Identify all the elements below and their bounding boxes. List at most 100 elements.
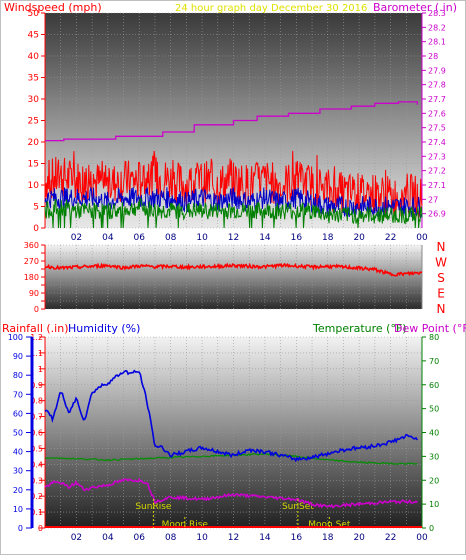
rain-y-tick-label: 1	[38, 365, 43, 374]
temp-y-tick-label: 50	[429, 405, 439, 414]
rain-y-tick-label: 1.2	[30, 333, 43, 342]
baro-y-tick-label: 28	[428, 52, 438, 61]
wind-y-tick-label: 30	[28, 95, 40, 105]
climate-x-tick-label: 16	[291, 533, 303, 543]
temp-y-tick-label: 0	[429, 524, 434, 533]
barometer-line	[45, 101, 418, 142]
rain-y-tick-label: 0.4	[30, 460, 43, 469]
wind-series-line	[44, 197, 423, 229]
wind-y-tick-label: 50	[28, 9, 40, 19]
climate-x-tick-label: 04	[102, 533, 114, 543]
humidity-y-tick-label: 10	[13, 505, 23, 514]
humidity-axis-label: Humidity (%)	[68, 322, 140, 335]
compass-letter: S	[437, 271, 445, 285]
humidity-y-tick-label: 20	[13, 486, 23, 495]
rain-y-tick-label: 0.1	[30, 508, 43, 517]
wind-y-tick-label: 0	[33, 224, 39, 234]
wind-x-tick-label: 00	[416, 233, 428, 243]
direction-line	[44, 262, 422, 277]
rainfall-axis-label: Rainfall (.in)	[2, 322, 69, 335]
wind-x-tick-label: 20	[353, 233, 365, 243]
climate-x-tick-label: 20	[353, 533, 365, 543]
rain-y-tick-label: 0.7	[30, 413, 43, 422]
wind-x-tick-label: 04	[102, 233, 114, 243]
wind-axes: 0 5 10 15 20 25 30 35 40 45 50 02 04 06 08 10 12 14 16 18 20…	[28, 9, 446, 243]
wind-x-tick-label: 10	[196, 233, 208, 243]
dir-y-tick-label: 360	[24, 241, 39, 250]
humidity-line	[44, 369, 418, 463]
climate-series	[44, 369, 422, 528]
rain-y-tick-label: 1.1	[30, 349, 43, 358]
dewpoint-line	[44, 477, 418, 509]
rain-y-tick-label: 0.2	[30, 492, 43, 501]
humidity-y-tick-label: 50	[13, 429, 23, 438]
chart-title: 24 hour graph day December 30 2016	[175, 3, 367, 14]
direction-plot-area	[45, 245, 422, 309]
climate-x-tick-label: 14	[259, 533, 271, 543]
wind-y-tick-label: 25	[28, 117, 39, 127]
temp-y-tick-label: 80	[429, 333, 439, 342]
direction-series	[44, 262, 422, 277]
barometer-axis-label: Barometer (.in)	[373, 1, 457, 14]
dir-y-tick-label: 180	[24, 273, 39, 282]
wind-y-tick-label: 5	[33, 203, 39, 213]
humidity-y-tick-label: 90	[13, 352, 23, 361]
humidity-y-tick-label: 70	[13, 390, 23, 399]
climate-x-tick-label: 08	[165, 533, 177, 543]
wind-x-tick-label: 02	[71, 233, 82, 243]
humidity-y-tick-label: 80	[13, 371, 23, 380]
wind-y-tick-label: 15	[28, 160, 39, 170]
baro-y-tick-label: 27.7	[428, 95, 446, 104]
dir-y-tick-label: 90	[29, 289, 39, 298]
rain-y-tick-label: 0.6	[30, 429, 43, 438]
temp-y-tick-label: 70	[429, 357, 439, 366]
baro-y-tick-label: 27.2	[428, 167, 446, 176]
humidity-y-tick-label: 100	[8, 333, 23, 342]
humidity-y-tick-label: 30	[13, 467, 23, 476]
baro-y-tick-label: 26.9	[428, 210, 446, 219]
wind-x-tick-label: 06	[134, 233, 146, 243]
climate-x-tick-label: 00	[416, 533, 428, 543]
compass-letter: W	[435, 256, 447, 270]
wind-x-tick-label: 22	[385, 233, 396, 243]
baro-y-tick-label: 27.6	[428, 109, 446, 118]
wind-x-tick-label: 14	[259, 233, 271, 243]
climate-x-tick-label: 22	[385, 533, 396, 543]
humidity-y-tick-label: 60	[13, 409, 23, 418]
baro-y-tick-label: 27.4	[428, 138, 446, 147]
compass-letter: N	[437, 240, 446, 254]
baro-y-tick-label: 28.1	[428, 38, 446, 47]
baro-y-tick-label: 28.3	[428, 9, 446, 18]
climate-x-tick-label: 02	[71, 533, 82, 543]
baro-y-tick-label: 27.1	[428, 181, 446, 190]
wind-x-tick-label: 18	[322, 233, 334, 243]
baro-y-tick-label: 27.9	[428, 66, 446, 75]
humidity-y-tick-label: 0	[18, 524, 23, 533]
climate-x-tick-label: 06	[134, 533, 146, 543]
rain-y-tick-label: 0.3	[30, 476, 43, 485]
climate-x-tick-label: 12	[228, 533, 239, 543]
baro-y-tick-label: 28.2	[428, 23, 446, 32]
wind-x-tick-label: 08	[165, 233, 177, 243]
baro-y-tick-label: 27	[428, 195, 438, 204]
temp-y-tick-label: 60	[429, 381, 439, 390]
compass-letter: N	[437, 302, 446, 316]
temperature-axis-label: Temperature (°F)	[312, 322, 407, 335]
temp-y-tick-label: 30	[429, 452, 439, 461]
windspeed-axis-label: Windspeed (mph)	[4, 1, 102, 14]
climate-x-tick-label: 18	[322, 533, 334, 543]
temp-y-tick-label: 20	[429, 476, 439, 485]
dir-y-tick-label: 270	[24, 257, 39, 266]
wind-x-tick-label: 16	[291, 233, 303, 243]
temp-y-tick-label: 40	[429, 429, 439, 438]
wind-y-tick-label: 10	[28, 181, 40, 191]
rain-y-tick-label: 0.5	[30, 444, 43, 453]
dir-y-tick-label: 0	[34, 305, 39, 314]
wind-y-tick-label: 40	[28, 52, 40, 62]
compass-letter: E	[437, 287, 445, 301]
wind-y-tick-label: 20	[28, 138, 40, 148]
baro-y-tick-label: 27.5	[428, 124, 446, 133]
